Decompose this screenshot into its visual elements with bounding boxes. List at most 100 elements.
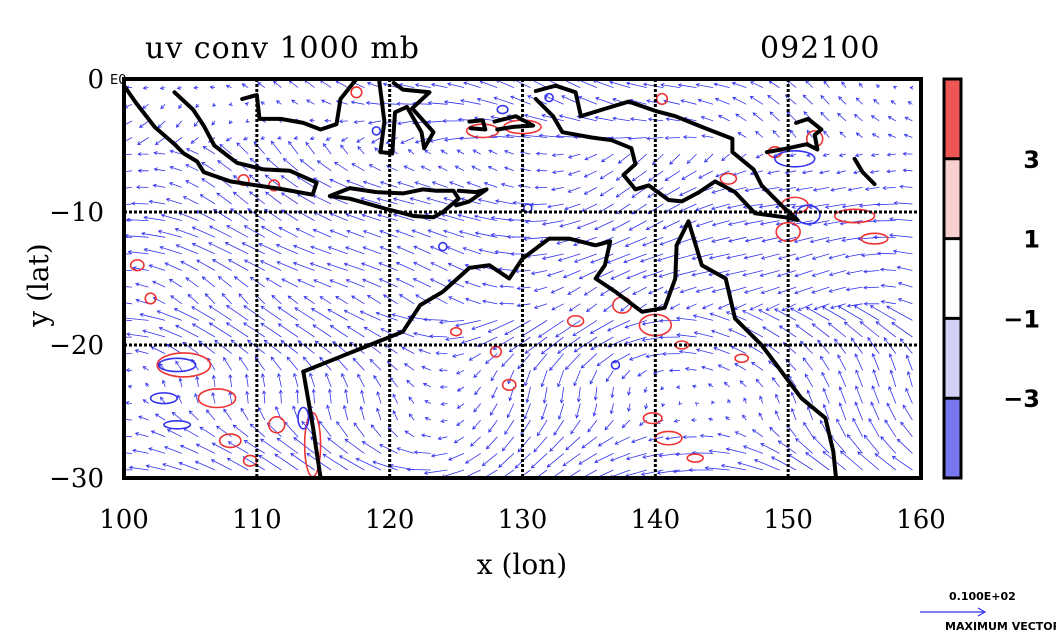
wind-vector bbox=[148, 264, 166, 271]
wind-vector bbox=[188, 410, 199, 421]
wind-vector bbox=[423, 469, 448, 475]
wind-vector bbox=[504, 166, 515, 172]
wind-vector bbox=[811, 286, 830, 294]
wind-vector bbox=[880, 283, 896, 288]
wind-vector bbox=[678, 187, 697, 196]
wind-vector bbox=[869, 169, 880, 174]
wind-vector bbox=[806, 405, 814, 421]
wind-vector bbox=[199, 194, 216, 205]
wind-vector bbox=[631, 436, 647, 444]
wind-vector bbox=[564, 203, 581, 211]
wind-vector bbox=[789, 153, 797, 158]
wind-vector bbox=[888, 385, 897, 404]
wind-vector bbox=[443, 229, 465, 238]
wind-vector bbox=[445, 336, 465, 342]
wind-vector bbox=[886, 305, 913, 321]
wind-vector bbox=[430, 453, 448, 458]
coastline bbox=[764, 116, 824, 155]
wind-vector bbox=[396, 447, 415, 454]
wind-vector bbox=[148, 199, 166, 205]
wind-vector bbox=[542, 386, 548, 404]
wind-vector bbox=[506, 234, 531, 239]
wind-vector bbox=[196, 259, 216, 271]
wind-vector bbox=[299, 158, 315, 172]
wind-vector bbox=[372, 460, 398, 471]
wind-vector bbox=[640, 469, 664, 476]
wind-vector bbox=[583, 170, 598, 178]
wind-vector bbox=[275, 100, 282, 105]
wind-vector bbox=[837, 305, 863, 321]
convergence-contour bbox=[654, 430, 683, 446]
wind-vector bbox=[744, 236, 763, 243]
wind-vector bbox=[570, 419, 581, 435]
wind-vector bbox=[896, 265, 913, 271]
wind-vector bbox=[627, 136, 647, 141]
colorbar-band bbox=[944, 398, 961, 478]
wind-vector bbox=[682, 135, 697, 140]
wind-vector bbox=[778, 187, 797, 192]
wind-vector bbox=[345, 246, 365, 255]
wind-vector bbox=[661, 403, 666, 408]
wind-vector bbox=[226, 457, 249, 471]
wind-vector bbox=[126, 217, 149, 222]
wind-vector bbox=[661, 351, 680, 356]
wind-vector bbox=[481, 282, 498, 288]
wind-vector bbox=[586, 303, 598, 313]
wind-vector bbox=[249, 276, 266, 288]
wind-vector bbox=[125, 368, 133, 373]
wind-vector bbox=[145, 382, 150, 388]
wind-vector bbox=[295, 323, 315, 338]
wind-vector bbox=[395, 278, 415, 288]
wind-vector bbox=[737, 132, 747, 138]
colorbar-frame bbox=[942, 77, 963, 480]
wind-vector bbox=[271, 294, 282, 305]
wind-vector bbox=[240, 407, 249, 421]
wind-vector bbox=[392, 410, 398, 421]
wind-vector bbox=[572, 320, 598, 337]
wind-vector bbox=[855, 97, 863, 105]
wind-vector bbox=[241, 83, 249, 88]
wind-vector bbox=[760, 443, 780, 454]
wind-vector bbox=[378, 278, 398, 288]
wind-vector bbox=[396, 101, 415, 106]
wind-vector bbox=[761, 236, 780, 243]
wind-vector bbox=[481, 453, 498, 467]
wind-vector bbox=[124, 469, 133, 471]
wind-vector bbox=[838, 153, 847, 158]
wind-vector bbox=[610, 386, 615, 399]
wind-vector bbox=[824, 203, 846, 209]
wind-vector bbox=[430, 262, 448, 271]
wind-vector bbox=[142, 366, 149, 371]
wind-vector bbox=[185, 148, 199, 155]
wind-vector bbox=[809, 236, 830, 244]
wind-vector bbox=[281, 278, 299, 288]
wind-vector bbox=[277, 306, 299, 321]
wind-vector bbox=[691, 253, 714, 261]
wind-vector bbox=[557, 253, 581, 262]
wind-vector bbox=[749, 303, 764, 311]
wind-vector bbox=[629, 117, 647, 122]
wind-vector bbox=[437, 436, 448, 441]
wind-vector bbox=[263, 339, 282, 354]
wind-vector bbox=[150, 430, 166, 438]
wind-vector bbox=[679, 286, 697, 294]
wind-vector bbox=[469, 436, 481, 447]
wind-vector bbox=[274, 453, 299, 471]
wind-vector bbox=[568, 303, 581, 312]
wind-vector bbox=[504, 419, 515, 435]
wind-vector bbox=[749, 95, 764, 105]
wind-vector bbox=[708, 417, 714, 422]
wind-vector bbox=[260, 322, 282, 338]
wind-vector bbox=[201, 276, 216, 288]
wind-vector bbox=[135, 185, 149, 190]
wind-vector bbox=[400, 137, 415, 144]
wind-vector bbox=[846, 434, 863, 454]
wind-vector bbox=[701, 303, 714, 310]
wind-vector bbox=[627, 403, 631, 413]
y-axis-label: y (lat) bbox=[22, 243, 55, 327]
wind-vector bbox=[882, 185, 896, 191]
wind-vector bbox=[720, 463, 747, 471]
colorbar-band bbox=[944, 318, 961, 399]
wind-vector bbox=[533, 286, 548, 292]
wind-vector bbox=[905, 387, 913, 404]
